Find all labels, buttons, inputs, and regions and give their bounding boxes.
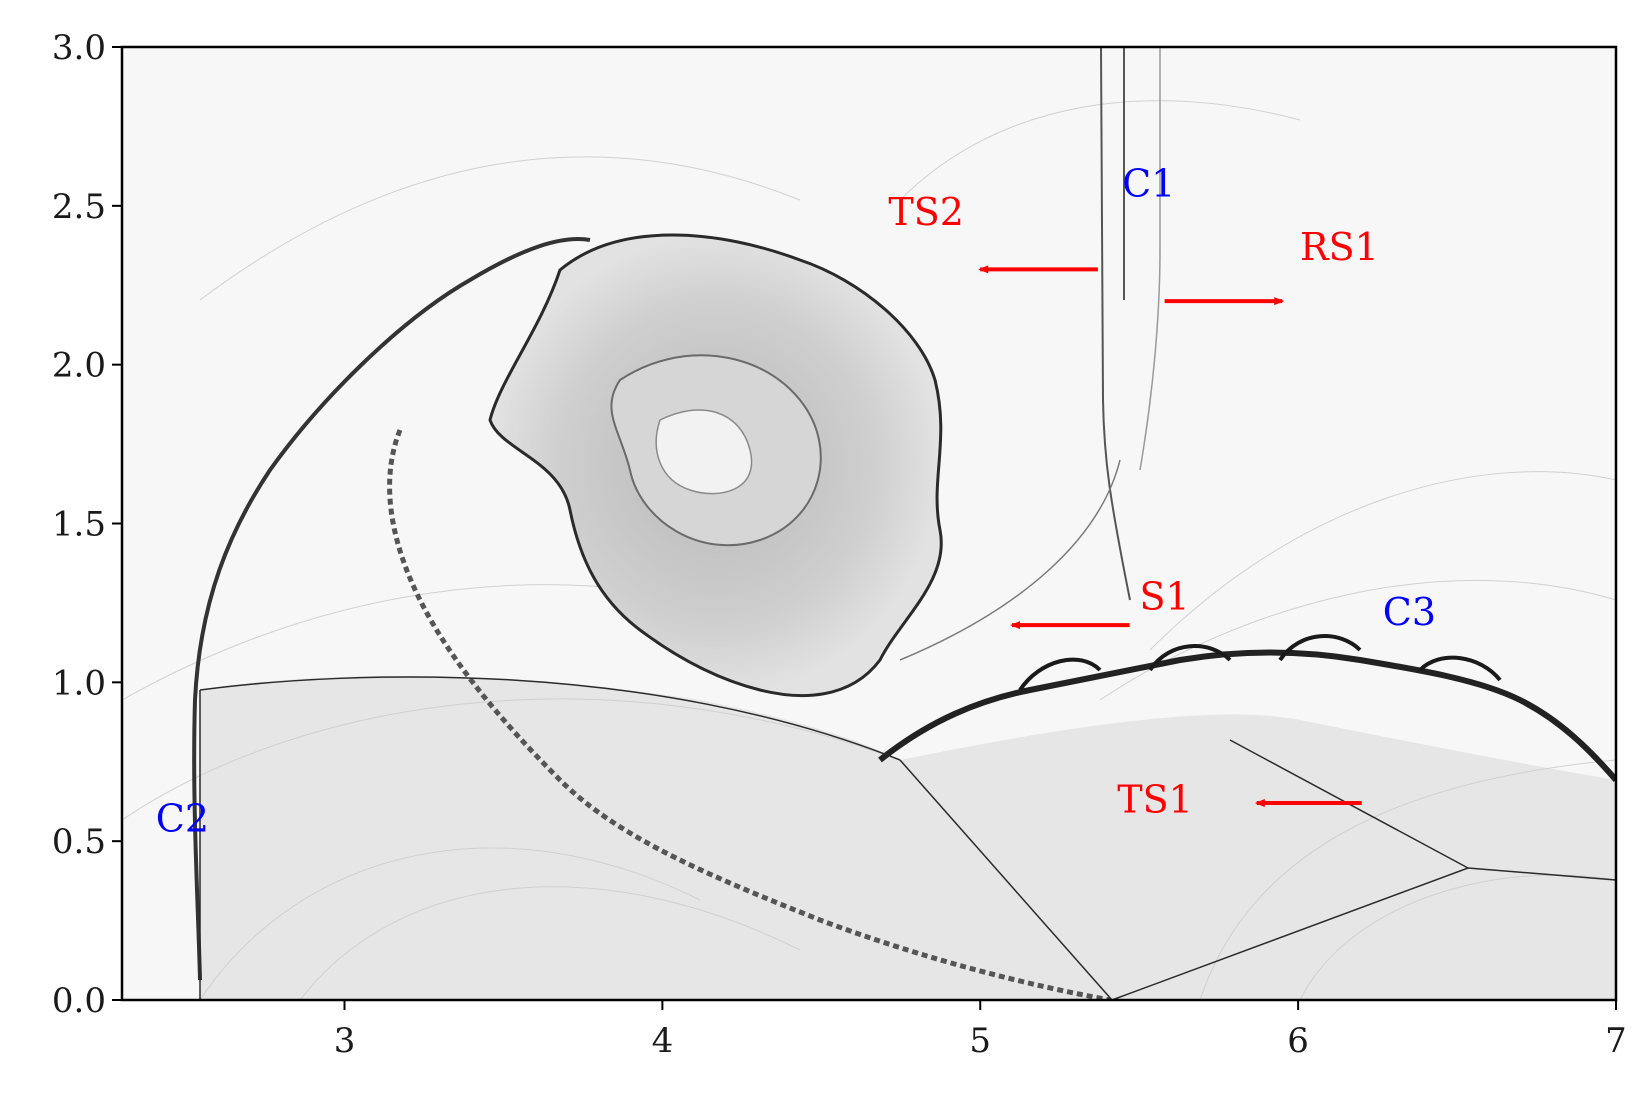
y-tick-label: 1.5 [52,505,106,545]
y-tick-label: 2.0 [52,346,106,386]
annotation-c3: C3 [1383,590,1436,634]
annotation-ts1: TS1 [1117,778,1193,822]
shock-ts2 [899,459,1121,661]
annotation-labels: C1 TS2 RS1 S1 C3 TS1 C2 [156,161,1436,840]
y-axis: 0.0 0.5 1.0 1.5 2.0 2.5 3.0 [52,28,122,1021]
x-tick-label: 6 [1287,1021,1309,1061]
annotation-c1: C1 [1122,161,1175,205]
x-axis: 3 4 5 6 7 [334,1000,1627,1061]
annotation-ts2: TS2 [888,190,964,234]
interface-c3 [878,649,1616,782]
turbulent-vortex [488,233,943,698]
annotation-arrows [978,265,1362,808]
annotation-rs1: RS1 [1300,225,1379,269]
flow-field [122,47,1616,1000]
x-tick-label: 4 [652,1021,674,1061]
vortex-chain [387,429,1111,1000]
y-tick-label: 3.0 [52,28,106,68]
y-tick-label: 0.0 [52,981,106,1021]
y-tick-label: 0.5 [52,822,106,862]
interface-c2 [192,237,591,981]
y-tick-label: 1.0 [52,663,106,703]
annotation-c2: C2 [156,797,209,841]
x-tick-label: 5 [969,1021,991,1061]
annotation-s1: S1 [1140,574,1190,618]
x-tick-label: 3 [334,1021,356,1061]
shock-rs1 [1139,47,1161,471]
y-tick-label: 2.5 [52,187,106,227]
x-tick-label: 7 [1605,1021,1627,1061]
contact-c1 [1100,47,1131,601]
interface-c3-roll [1018,634,1502,692]
